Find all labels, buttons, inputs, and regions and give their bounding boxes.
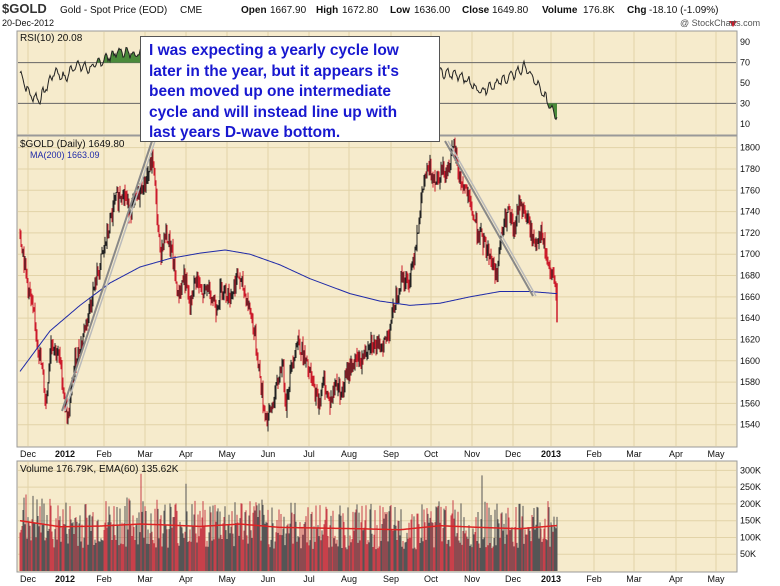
header-symbol: $GOLD bbox=[2, 1, 47, 16]
volume-y-tick-label: 250K bbox=[740, 482, 761, 492]
price-y-tick-label: 1640 bbox=[740, 313, 760, 323]
rsi-y-tick-label: 50 bbox=[740, 78, 750, 88]
annotation-line: later in the year, but it appears it's bbox=[149, 62, 400, 80]
price-y-tick-label: 1740 bbox=[740, 207, 760, 217]
header-high-label: High bbox=[316, 5, 338, 16]
header-volume-label: Volume bbox=[542, 5, 578, 16]
volume-x-tick-label: Apr bbox=[669, 574, 683, 584]
rsi-y-tick-label: 30 bbox=[740, 98, 750, 108]
volume-x-tick-label: Oct bbox=[424, 574, 439, 584]
price-x-tick-label: Jul bbox=[303, 449, 315, 459]
price-y-tick-label: 1680 bbox=[740, 271, 760, 281]
volume-y-tick-label: 100K bbox=[740, 532, 761, 542]
header-chg-label: Chg bbox=[627, 5, 646, 16]
price-y-tick-label: 1560 bbox=[740, 398, 760, 408]
volume-x-tick-label: Dec bbox=[20, 574, 37, 584]
volume-x-tick-label: Feb bbox=[96, 574, 112, 584]
price-legend: $GOLD (Daily) 1649.80 bbox=[20, 139, 125, 150]
trend-line bbox=[64, 140, 156, 412]
price-x-tick-label: Nov bbox=[464, 449, 481, 459]
down-arrow-icon bbox=[729, 21, 737, 27]
header-open-label: Open bbox=[241, 5, 267, 16]
price-x-tick-label: Mar bbox=[137, 449, 153, 459]
volume-x-tick-label: 2012 bbox=[55, 574, 75, 584]
price-y-tick-label: 1600 bbox=[740, 356, 760, 366]
rsi-y-tick-label: 10 bbox=[740, 119, 750, 129]
volume-ema-line bbox=[19, 519, 558, 531]
ma200-line bbox=[19, 249, 558, 372]
header-date: 20-Dec-2012 bbox=[2, 18, 54, 28]
rsi-legend: RSI(10) 20.08 bbox=[20, 33, 83, 44]
price-x-tick-label: Aug bbox=[341, 449, 357, 459]
price-x-tick-label: Apr bbox=[669, 449, 683, 459]
price-x-tick-label: Jun bbox=[261, 449, 276, 459]
volume-y-tick-label: 150K bbox=[740, 516, 761, 526]
header-close-label: Close bbox=[462, 5, 490, 16]
price-y-tick-label: 1760 bbox=[740, 185, 760, 195]
annotation-callout: I was expecting a yearly cycle low later… bbox=[140, 36, 440, 142]
annotation-line: cycle and will instead line up with bbox=[149, 103, 398, 121]
volume-x-tick-label: Jul bbox=[303, 574, 315, 584]
volume-x-tick-label: Nov bbox=[464, 574, 481, 584]
annotation-line: been moved up one intermediate bbox=[149, 83, 392, 101]
price-y-tick-label: 1780 bbox=[740, 164, 760, 174]
annotation-line: I was expecting a yearly cycle low bbox=[149, 42, 399, 59]
price-x-tick-label: Oct bbox=[424, 449, 439, 459]
header-chg-value: -18.10 (-1.09%) bbox=[649, 5, 718, 16]
stockcharts-watermark: @ StockCharts.com bbox=[680, 18, 760, 28]
trend-line bbox=[61, 140, 153, 412]
rsi-y-tick-label: 90 bbox=[740, 37, 750, 47]
price-panel bbox=[16, 135, 738, 448]
volume-y-tick-label: 50K bbox=[740, 549, 756, 559]
header-low-label: Low bbox=[390, 5, 410, 16]
header-description: Gold - Spot Price (EOD) bbox=[60, 5, 167, 16]
annotation-line: last years D-wave bottom. bbox=[149, 124, 341, 142]
rsi-overbought-fill bbox=[77, 47, 525, 63]
volume-x-tick-label: Jun bbox=[261, 574, 276, 584]
price-y-tick-label: 1720 bbox=[740, 228, 760, 238]
price-y-tick-label: 1660 bbox=[740, 292, 760, 302]
price-x-tick-label: Dec bbox=[20, 449, 37, 459]
price-y-tick-label: 1800 bbox=[740, 143, 760, 153]
price-y-tick-label: 1580 bbox=[740, 377, 760, 387]
price-x-tick-label: Dec bbox=[505, 449, 522, 459]
volume-x-tick-label: Feb bbox=[586, 574, 602, 584]
header-exchange: CME bbox=[180, 5, 203, 16]
trend-line bbox=[447, 140, 537, 297]
price-x-tick-label: Feb bbox=[96, 449, 112, 459]
volume-x-tick-label: May bbox=[707, 574, 725, 584]
price-y-tick-label: 1620 bbox=[740, 334, 760, 344]
volume-x-tick-label: 2013 bbox=[541, 574, 561, 584]
volume-y-tick-label: 200K bbox=[740, 499, 761, 509]
header-volume-value: 176.8K bbox=[583, 5, 615, 16]
volume-legend: Volume 176.79K, EMA(60) 135.62K bbox=[20, 464, 179, 475]
volume-x-tick-label: Mar bbox=[626, 574, 642, 584]
price-x-tick-label: 2013 bbox=[541, 449, 561, 459]
header-close-value: 1649.80 bbox=[492, 5, 529, 16]
volume-x-tick-label: May bbox=[218, 574, 236, 584]
volume-x-tick-label: Aug bbox=[341, 574, 357, 584]
price-y-tick-label: 1700 bbox=[740, 249, 760, 259]
trend-line bbox=[444, 140, 534, 297]
price-x-tick-label: Apr bbox=[179, 449, 193, 459]
price-x-tick-label: Feb bbox=[586, 449, 602, 459]
header-open-value: 1667.90 bbox=[270, 5, 307, 16]
price-x-tick-label: May bbox=[707, 449, 725, 459]
price-x-tick-label: May bbox=[218, 449, 236, 459]
rsi-y-tick-label: 70 bbox=[740, 58, 750, 68]
volume-x-tick-label: Mar bbox=[137, 574, 153, 584]
volume-x-tick-label: Apr bbox=[179, 574, 193, 584]
volume-y-tick-label: 300K bbox=[740, 465, 761, 475]
volume-x-tick-label: Sep bbox=[383, 574, 399, 584]
price-x-tick-label: Mar bbox=[626, 449, 642, 459]
volume-x-tick-label: Dec bbox=[505, 574, 522, 584]
ma-legend: MA(200) 1663.09 bbox=[30, 150, 100, 160]
header-high-value: 1672.80 bbox=[342, 5, 379, 16]
price-x-tick-label: 2012 bbox=[55, 449, 75, 459]
price-x-tick-label: Sep bbox=[383, 449, 399, 459]
header-low-value: 1636.00 bbox=[414, 5, 451, 16]
price-y-tick-label: 1540 bbox=[740, 420, 760, 430]
